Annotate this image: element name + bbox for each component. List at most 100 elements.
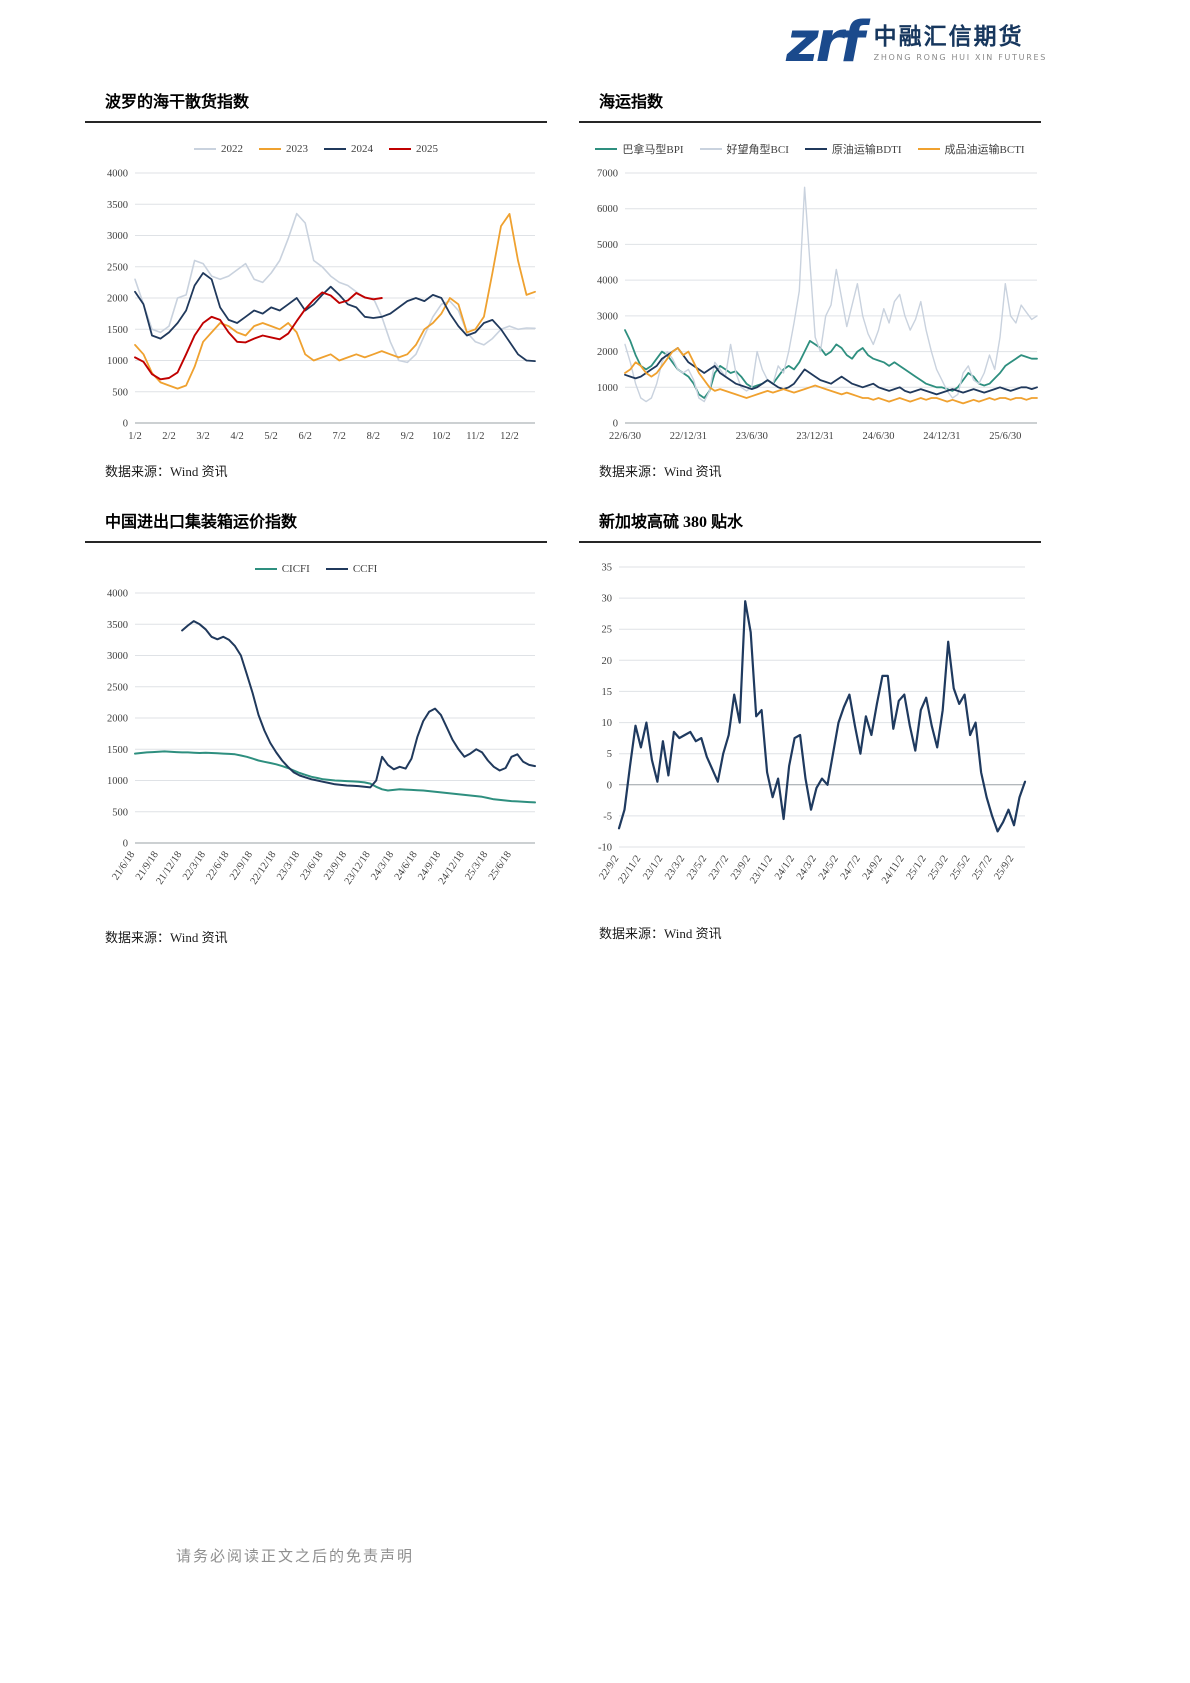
- legend-line-icon: [254, 568, 277, 570]
- y-axis-label: 500: [112, 387, 128, 398]
- x-axis-label: 23/1/2: [641, 854, 665, 882]
- company-name-cn: 中融汇信期货: [873, 23, 1024, 49]
- x-axis-label: 12/2: [500, 431, 519, 442]
- x-axis-label: 25/5/2: [948, 854, 972, 882]
- y-axis-label: 3000: [107, 651, 128, 662]
- y-axis-label: 4000: [597, 276, 618, 287]
- y-axis-label: 0: [123, 839, 128, 850]
- legend-item-原油运输BDTI: 原油运输BDTI: [804, 141, 902, 157]
- x-axis-label: 25/6/30: [989, 431, 1021, 442]
- legend-line-icon: [259, 148, 281, 150]
- series-line-CICFI: [134, 750, 536, 804]
- series-line-巴拿马型BPI: [624, 329, 1038, 399]
- baltic-dry-index-chart: 0 500 1000 1500 2000 2500 3000 3500 4000 1/2 2/2 3/…: [107, 169, 536, 442]
- y-axis-label: 3000: [597, 311, 618, 322]
- legend-line-icon: [917, 148, 940, 150]
- container-freight-index-chart: 0 500 1000 1500 2000 2500 3000 3500 4000 21/6/18 2…: [107, 589, 536, 887]
- x-axis-label: 23/3/2: [663, 854, 687, 882]
- x-axis-label: 23/5/2: [685, 854, 709, 882]
- y-axis-label: 1000: [597, 383, 618, 394]
- x-axis-label: 22/6/18: [205, 850, 232, 883]
- x-axis-label: 24/6/18: [393, 850, 420, 883]
- x-axis-label: 24/11/2: [880, 854, 907, 886]
- shipping-indices-chart: 0 1000 2000 3000 4000 5000 6000 7000 22/6/30 22/1…: [597, 169, 1038, 442]
- legend-label: 成品油运输BCTI: [944, 144, 1025, 156]
- y-axis-label: -5: [603, 811, 612, 822]
- chart-title: 新加坡高硫 380 贴水: [579, 508, 1041, 543]
- legend-line-icon: [325, 568, 348, 570]
- legend-line-icon: [389, 148, 411, 150]
- x-axis-label: 23/3/18: [275, 850, 302, 883]
- legend-item-CICFI: CICFI: [254, 563, 310, 575]
- series-line-成品油运输BCTI: [624, 347, 1038, 405]
- series-line-2023: [134, 213, 536, 390]
- y-axis-label: 2500: [107, 262, 128, 273]
- x-axis-label: 7/2: [332, 431, 345, 442]
- y-axis-label: -10: [598, 843, 612, 854]
- x-axis-label: 22/6/30: [609, 431, 641, 442]
- x-axis-label: 9/2: [401, 431, 414, 442]
- y-axis-label: 1000: [107, 356, 128, 367]
- x-axis-label: 10/2: [432, 431, 451, 442]
- x-axis-label: 24/3/2: [795, 854, 819, 882]
- x-axis-label: 11/2: [466, 431, 484, 442]
- x-axis-label: 22/11/2: [617, 854, 644, 886]
- x-axis-label: 24/5/2: [817, 854, 841, 882]
- logo-text-block: 中融汇信期货 ZHONG RONG HUI XIN FUTURES: [874, 24, 1047, 62]
- x-axis-label: 21/6/18: [110, 850, 137, 883]
- y-axis-label: 3500: [107, 200, 128, 211]
- y-axis-label: 2000: [107, 714, 128, 725]
- x-axis-label: 24/6/30: [862, 431, 894, 442]
- x-axis-label: 22/3/18: [181, 850, 208, 883]
- y-axis-label: 25: [602, 625, 613, 636]
- legend-line-icon: [324, 148, 346, 150]
- x-axis-label: 25/3/2: [927, 854, 951, 882]
- data-source: 数据来源：Wind 资讯: [105, 464, 228, 479]
- legend-item-好望角型BCI: 好望角型BCI: [699, 141, 789, 157]
- logo-zrf-mark: zrf: [786, 10, 865, 75]
- x-axis-label: 22/12/31: [670, 431, 707, 442]
- data-source: 数据来源：Wind 资讯: [599, 464, 722, 479]
- y-axis-label: 3000: [107, 231, 128, 242]
- x-axis-label: 4/2: [230, 431, 243, 442]
- y-axis-label: 15: [602, 687, 613, 698]
- x-axis-label: 23/12/31: [796, 431, 833, 442]
- y-axis-label: 1500: [107, 745, 128, 756]
- legend-item-成品油运输BCTI: 成品油运输BCTI: [917, 141, 1025, 157]
- legend-item-2022: 2022: [194, 143, 243, 155]
- series-line-CCFI: [181, 620, 536, 789]
- y-axis-label: 0: [613, 419, 618, 430]
- y-axis-label: 3500: [107, 620, 128, 631]
- company-name-en: ZHONG RONG HUI XIN FUTURES: [873, 53, 1047, 63]
- chart-legend: CICFI CCFI: [85, 559, 547, 579]
- chart-container-freight-index: 中国进出口集装箱运价指数 CICFI CCFI 0 500 1000 1500 2000 2…: [85, 508, 547, 946]
- legend-item-2025: 2025: [389, 143, 438, 155]
- legend-label: 2025: [416, 143, 438, 155]
- y-axis-label: 7000: [597, 169, 618, 180]
- y-axis-label: 35: [602, 563, 613, 574]
- x-axis-label: 24/3/18: [369, 850, 396, 883]
- y-axis-label: 2500: [107, 682, 128, 693]
- legend-label: 好望角型BCI: [726, 144, 789, 156]
- x-axis-label: 6/2: [298, 431, 311, 442]
- series-line-2022: [134, 212, 536, 364]
- legend-line-icon: [804, 148, 827, 150]
- x-axis-label: 25/9/2: [992, 854, 1016, 882]
- x-axis-label: 25/6/18: [487, 850, 514, 883]
- y-axis-label: 500: [112, 807, 128, 818]
- legend-label: CCFI: [352, 563, 378, 575]
- legend-line-icon: [595, 148, 618, 150]
- x-axis-label: 23/6/18: [299, 850, 326, 883]
- y-axis-label: 5: [607, 749, 612, 760]
- legend-item-2024: 2024: [324, 143, 373, 155]
- legend-label: 2022: [221, 143, 243, 155]
- x-axis-label: 1/2: [128, 431, 141, 442]
- x-axis-label: 24/12/31: [923, 431, 960, 442]
- series-line-原油运输BDTI: [624, 347, 1038, 396]
- company-logo: zrf 中融汇信期货 ZHONG RONG HUI XIN FUTURES: [786, 10, 1047, 75]
- legend-label: 2023: [286, 143, 308, 155]
- y-axis-label: 0: [607, 780, 612, 791]
- legend-label: 2024: [351, 143, 373, 155]
- legend-label: 原油运输BDTI: [831, 144, 902, 156]
